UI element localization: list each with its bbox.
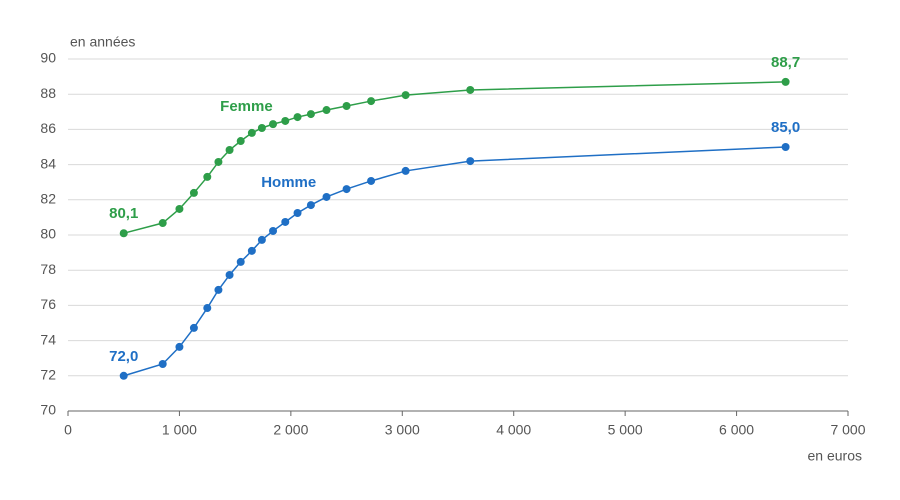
data-point (281, 116, 290, 125)
x-tick-label: 2 000 (273, 422, 308, 438)
data-point (225, 270, 234, 279)
data-point (158, 219, 167, 228)
data-point (306, 110, 315, 119)
x-tick-label: 5 000 (608, 422, 643, 438)
data-point (367, 176, 376, 185)
data-point (466, 85, 475, 94)
data-point (119, 371, 128, 380)
value-label: 85,0 (771, 119, 800, 136)
series-line (123, 146, 786, 377)
data-point (214, 157, 223, 166)
y-tick-label: 88 (40, 85, 56, 101)
data-point (236, 137, 245, 146)
data-point (466, 157, 475, 166)
data-point (214, 285, 223, 294)
y-tick-label: 76 (40, 296, 56, 312)
data-point (257, 235, 266, 244)
data-point (781, 143, 790, 151)
data-point (342, 101, 351, 110)
y-tick-label: 78 (40, 261, 56, 277)
y-tick-label: 74 (40, 331, 56, 347)
y-tick-label: 90 (40, 50, 56, 66)
value-label: 88,7 (771, 54, 800, 71)
data-point (269, 226, 278, 235)
x-tick-label: 0 (64, 422, 72, 438)
data-point (175, 342, 184, 351)
y-tick-label: 80 (40, 226, 56, 242)
data-point (257, 123, 266, 132)
data-point (225, 145, 234, 154)
x-axis-label: en euros (808, 448, 862, 464)
x-tick-label: 6 000 (719, 422, 754, 438)
data-point (401, 166, 410, 175)
data-point (781, 77, 790, 86)
series-name: Homme (261, 174, 316, 191)
data-point (247, 246, 256, 255)
data-point (119, 229, 128, 238)
value-label: 72,0 (109, 348, 138, 365)
data-point (401, 91, 410, 100)
x-tick-label: 4 000 (496, 422, 531, 438)
data-point (306, 201, 315, 210)
data-point (367, 97, 376, 106)
series-name: Femme (220, 98, 273, 115)
x-tick-label: 3 000 (385, 422, 420, 438)
data-point (203, 172, 212, 181)
y-tick-label: 86 (40, 120, 56, 136)
data-point (236, 257, 245, 266)
data-point (203, 304, 212, 313)
data-point (269, 120, 278, 129)
data-point (158, 360, 167, 369)
data-point (293, 209, 302, 217)
y-tick-label: 84 (40, 155, 56, 171)
y-axis-label: en années (70, 34, 135, 50)
data-point (189, 323, 198, 332)
x-tick-label: 1 000 (162, 422, 197, 438)
data-point (322, 106, 331, 115)
data-point (175, 204, 184, 213)
data-point (342, 185, 351, 194)
y-tick-label: 70 (40, 402, 56, 418)
data-point (247, 128, 256, 137)
x-tick-label: 7 000 (830, 422, 865, 438)
data-point (322, 192, 331, 201)
y-tick-label: 72 (40, 367, 56, 383)
data-point (189, 188, 198, 197)
value-label: 80,1 (109, 205, 138, 222)
y-tick-label: 82 (40, 191, 56, 207)
data-point (281, 217, 290, 226)
data-point (293, 113, 302, 122)
